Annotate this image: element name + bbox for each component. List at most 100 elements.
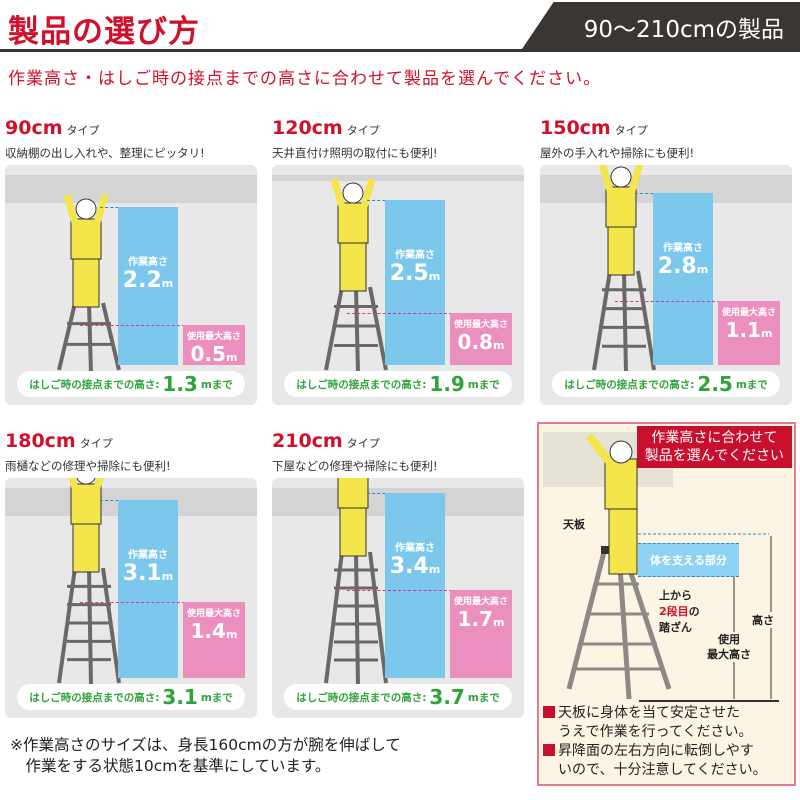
contact-height-unit: mまで bbox=[467, 691, 500, 704]
work-height-label: 作業高さ bbox=[128, 256, 168, 268]
contact-height-badge: はしご時の接点までの高さ: 3.7 mまで bbox=[284, 684, 512, 710]
product-panel: 210cm タイプ 下屋などの修理や掃除にも便利! 作業高さ bbox=[272, 430, 524, 718]
height-label: 高さ bbox=[752, 612, 774, 628]
work-height-label: 作業高さ bbox=[663, 243, 703, 255]
unit: m bbox=[225, 628, 238, 641]
worker-on-ladder-icon bbox=[57, 194, 121, 374]
max-height-line bbox=[347, 590, 452, 591]
unit: m bbox=[492, 616, 505, 629]
contact-height-value: 3.1 bbox=[162, 685, 198, 709]
max-height-label: 使用最大高さ bbox=[453, 320, 508, 330]
max-height-label: 使用 最大高さ bbox=[707, 632, 751, 662]
panel-heading: 180cm タイプ bbox=[5, 430, 257, 452]
ceiling-shelf bbox=[5, 175, 257, 203]
contact-height-unit: mまで bbox=[200, 691, 233, 704]
max-height-line bbox=[80, 325, 185, 326]
usage-illustration: 作業高さ 3.1m 使用最大高さ 1.4m はしご時の接点までの高さ: 3.1 … bbox=[5, 478, 257, 718]
work-height-value: 2.2m bbox=[122, 267, 174, 293]
max-height-line bbox=[615, 301, 720, 302]
worker-on-ladder-icon bbox=[324, 178, 388, 374]
work-height-value: 2.8m bbox=[657, 254, 709, 280]
contact-height-unit: mまで bbox=[467, 378, 500, 391]
panel-heading: 150cm タイプ bbox=[540, 117, 792, 139]
panel-heading: 90cm タイプ bbox=[5, 117, 257, 139]
max-height-label-line: 使用 bbox=[718, 633, 740, 646]
contact-height-label: はしご時の接点までの高さ: bbox=[296, 378, 427, 391]
product-panel: 120cm タイプ 天井直付け照明の取付にも便利! 作業高さ bbox=[272, 117, 524, 405]
unit: m bbox=[696, 263, 709, 277]
guide-note: うえで作業を行ってください。 bbox=[558, 724, 753, 740]
usage-illustration: 作業高さ 2.2m 使用最大高さ 0.5m はしご時の接点までの高さ: 1.3 … bbox=[5, 165, 257, 405]
contact-height-label: はしご時の接点までの高さ: bbox=[564, 378, 695, 391]
work-height-bar: 作業高さ 3.4m bbox=[385, 493, 445, 678]
max-height-bar: 使用最大高さ 1.4m bbox=[183, 602, 245, 678]
max-height-label: 使用最大高さ bbox=[186, 609, 241, 619]
contact-height-unit: mまで bbox=[200, 378, 233, 391]
work-height-label: 作業高さ bbox=[128, 549, 168, 561]
contact-height-value: 1.3 bbox=[162, 372, 198, 396]
max-height-label: 使用最大高さ bbox=[721, 308, 776, 318]
max-height-bar: 使用最大高さ 1.1m bbox=[718, 301, 780, 365]
step-label-line: の bbox=[688, 605, 700, 618]
product-description: 雨樋などの修理や掃除にも便利! bbox=[5, 459, 171, 473]
contact-height-value: 2.5 bbox=[697, 372, 733, 396]
work-height-value: 3.4m bbox=[389, 554, 441, 580]
panel-heading: 210cm タイプ bbox=[272, 430, 524, 452]
guide-heading-line: 製品を選んでください bbox=[644, 448, 784, 464]
support-area: 体を支える部分 bbox=[638, 543, 739, 577]
work-height-value: 3.1m bbox=[122, 560, 174, 586]
contact-height-badge: はしご時の接点までの高さ: 3.1 mまで bbox=[17, 684, 245, 710]
contact-height-value: 1.9 bbox=[429, 372, 465, 396]
max-height-label: 使用最大高さ bbox=[186, 332, 241, 342]
contact-height-label: はしご時の接点までの高さ: bbox=[296, 691, 427, 704]
max-height-bar: 使用最大高さ 0.5m bbox=[183, 325, 245, 366]
usage-illustration: 作業高さ 2.5m 使用最大高さ 0.8m はしご時の接点までの高さ: 1.9 … bbox=[272, 165, 524, 405]
product-size: 120cm bbox=[272, 117, 343, 139]
contact-height-unit: mまで bbox=[735, 378, 768, 391]
usage-guide: 作業高さに合わせて 製品を選んでください 体を支える部分 天板 上から 2段目の… bbox=[537, 422, 796, 786]
max-height-bar: 使用最大高さ 0.8m bbox=[450, 313, 512, 365]
product-panel: 150cm タイプ 屋外の手入れや掃除にも便利! 作業高さ bbox=[540, 117, 792, 405]
max-height-value: 0.5m bbox=[190, 342, 238, 366]
ladder-illustration bbox=[566, 433, 779, 702]
step-label: 上から 2段目の 踏ざん bbox=[659, 588, 700, 636]
contact-height-badge: はしご時の接点までの高さ: 1.9 mまで bbox=[284, 371, 512, 397]
type-label: タイプ bbox=[614, 124, 648, 137]
bullet-icon bbox=[543, 744, 555, 756]
guide-note: 天板に身体を当て安定させた bbox=[558, 705, 740, 721]
work-height-label: 作業高さ bbox=[395, 543, 435, 555]
ceiling-shelf bbox=[272, 175, 524, 181]
max-height-value: 1.7m bbox=[457, 607, 505, 631]
guide-note: いので、十分注意してください。 bbox=[558, 762, 767, 778]
type-label: タイプ bbox=[79, 437, 113, 450]
type-label: タイプ bbox=[346, 124, 380, 137]
work-height-bar: 作業高さ 2.5m bbox=[385, 200, 445, 365]
unit: m bbox=[428, 270, 441, 283]
panel-heading: 120cm タイプ bbox=[272, 117, 524, 139]
work-height-bar: 作業高さ 2.8m bbox=[653, 193, 713, 365]
unit: m bbox=[492, 339, 505, 352]
top-plate-label: 天板 bbox=[563, 518, 585, 531]
product-size: 90cm bbox=[5, 117, 63, 139]
unit: m bbox=[760, 327, 773, 340]
guide-heading: 作業高さに合わせて 製品を選んでください bbox=[636, 426, 792, 468]
contact-height-label: はしご時の接点までの高さ: bbox=[29, 378, 160, 391]
contact-height-badge: はしご時の接点までの高さ: 2.5 mまで bbox=[552, 371, 780, 397]
worker-on-ladder-icon bbox=[57, 478, 121, 687]
max-height-label-line: 最大高さ bbox=[707, 648, 751, 661]
guide-heading-line: 作業高さに合わせて bbox=[651, 430, 778, 446]
lead-text: 作業高さ・はしご時の接点までの高さに合わせて製品を選んでください。 bbox=[8, 69, 602, 89]
page-title: 製品の選び方 bbox=[8, 14, 200, 50]
unit: m bbox=[161, 569, 174, 583]
unit: m bbox=[428, 563, 441, 577]
footnote-line: ※作業高さのサイズは、身長160cmの方が腕を伸ばして bbox=[10, 736, 401, 754]
max-height-line bbox=[80, 602, 185, 603]
product-panel: 90cm タイプ 収納棚の出し入れや、整理にピッタリ! 作業高さ bbox=[5, 117, 257, 405]
work-height-label: 作業高さ bbox=[395, 250, 435, 261]
product-size: 180cm bbox=[5, 430, 76, 452]
type-label: タイプ bbox=[66, 124, 100, 137]
max-height-label: 使用最大高さ bbox=[453, 597, 508, 607]
max-height-value: 1.1m bbox=[725, 318, 773, 342]
contact-height-value: 3.7 bbox=[429, 685, 465, 709]
worker-on-ladder-icon bbox=[324, 478, 388, 687]
